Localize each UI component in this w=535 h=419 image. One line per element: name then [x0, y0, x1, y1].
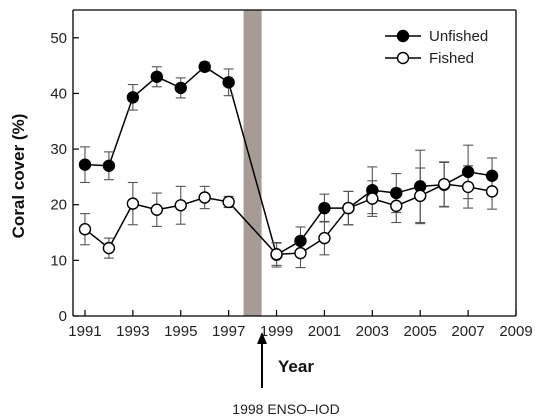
data-point-fished: [78, 223, 92, 236]
ticks-layer: 0 10 20 30 40 50 1991 1993 1995 1997 1999 2001 2003 2…: [50, 30, 532, 340]
x-tick-label: 1999: [260, 323, 293, 340]
x-tick-label: 2001: [308, 323, 341, 340]
legend-label-unfished: Unfished: [429, 28, 488, 45]
data-point-unfished: [222, 76, 235, 89]
data-point-fished: [174, 199, 187, 212]
data-point-fished: [461, 180, 475, 194]
y-tick-label: 0: [59, 308, 67, 325]
data-point-unfished: [102, 159, 116, 172]
event-annotation: 1998 ENSO–IOD: [232, 332, 340, 417]
x-tick-label: 2009: [499, 323, 532, 340]
data-point-fished: [294, 246, 307, 260]
data-point-unfished: [294, 234, 307, 248]
data-point-unfished: [485, 169, 499, 182]
y-tick-label: 40: [50, 85, 67, 102]
markers-unfished: [78, 60, 499, 262]
x-axis-title: Year: [278, 357, 314, 376]
legend: Unfished Fished: [385, 28, 488, 67]
data-point-fished: [150, 203, 164, 216]
data-point-fished: [390, 199, 403, 213]
x-tick-label: 2003: [356, 323, 389, 340]
data-point-fished: [222, 195, 235, 209]
x-tick-label: 2005: [404, 323, 437, 340]
data-point-unfished: [126, 91, 140, 104]
legend-marker-fished: [396, 51, 410, 65]
series-unfished: [79, 61, 498, 268]
markers-fished: [78, 177, 499, 261]
data-point-fished: [198, 191, 211, 204]
y-tick-label: 50: [50, 30, 67, 47]
legend-label-fished: Fished: [429, 50, 474, 67]
annotation-arrowhead: [257, 332, 267, 344]
x-tick-label: 1993: [116, 323, 149, 340]
data-point-unfished: [198, 60, 211, 73]
data-point-fished: [437, 177, 451, 191]
y-axis-title: Coral cover (%): [9, 114, 28, 239]
data-point-fished: [270, 248, 283, 261]
series-fished: [79, 161, 498, 269]
data-point-fished: [126, 197, 140, 210]
series-line-unfished: [84, 65, 493, 256]
data-point-unfished: [318, 201, 331, 215]
data-point-fished: [414, 189, 427, 203]
series-layer: [78, 60, 499, 269]
y-tick-label: 20: [50, 197, 67, 214]
legend-marker-unfished: [396, 29, 410, 43]
x-tick-label: 2007: [451, 323, 484, 340]
data-point-unfished: [78, 158, 92, 171]
data-point-fished: [318, 231, 331, 245]
data-point-fished: [102, 241, 116, 255]
data-point-unfished: [150, 70, 164, 83]
series-line-fished: [84, 183, 493, 256]
data-point-unfished: [461, 165, 475, 179]
x-tick-label: 1997: [212, 323, 245, 340]
annotation-label: 1998 ENSO–IOD: [232, 401, 339, 417]
data-point-fished: [342, 201, 355, 215]
data-point-unfished: [390, 186, 403, 200]
y-tick-label: 30: [50, 141, 67, 158]
data-point-fished: [366, 192, 379, 205]
x-tick-label: 1995: [164, 323, 197, 340]
data-point-unfished: [174, 81, 187, 95]
data-point-fished: [485, 185, 499, 198]
event-band-1998: [243, 10, 262, 316]
x-tick-label: 1991: [68, 323, 101, 340]
y-tick-label: 10: [50, 252, 67, 269]
